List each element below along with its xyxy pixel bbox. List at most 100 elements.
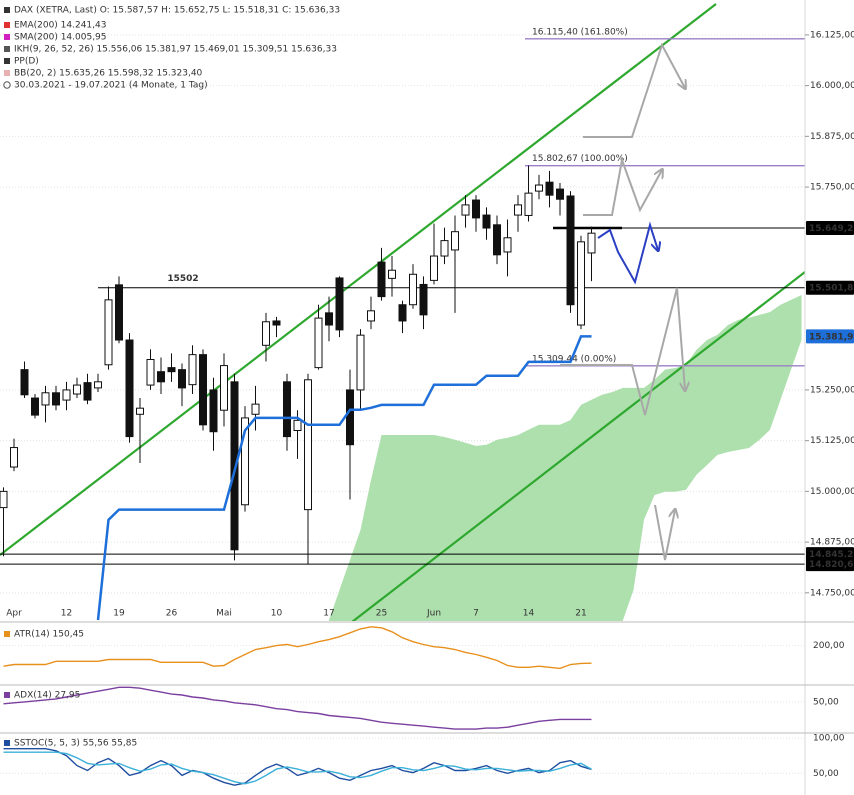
candle-body (577, 241, 585, 326)
y-tick-label: 15.750,00 (810, 183, 854, 193)
candle-body (52, 392, 60, 406)
candle-body (220, 365, 228, 411)
candle-body (356, 334, 365, 391)
candle-body (524, 192, 533, 216)
info-text: EMA(200) 14.241,43 (14, 21, 106, 31)
info-text: 30.03.2021 - 19.07.2021 (4 Monate, 1 Tag… (14, 81, 208, 91)
info-icon (4, 58, 10, 64)
channel-upper (0, 3, 717, 556)
level-badge-label: 15.501,84 (809, 284, 854, 294)
info-icon (4, 7, 10, 13)
candle-body (20, 369, 29, 396)
arrow (583, 42, 685, 138)
level-badge-label: 14.845,27 (809, 550, 854, 560)
y-tick-label: 15.875,00 (810, 132, 854, 142)
kijun-line (96, 335, 592, 621)
indicator-line (3, 751, 592, 785)
arrow (560, 287, 685, 416)
level-badge (806, 280, 854, 295)
y-tick-label: 14.750,00 (810, 588, 854, 598)
info-text: DAX (XETRA, Last) O: 15.587,57 H: 15.652… (14, 6, 340, 16)
candle-body (545, 181, 554, 196)
candle-body (472, 199, 480, 219)
level-annotation: 15502 (167, 274, 198, 284)
info-text: BB(20, 2) 15.635,26 15.598,32 15.323,40 (14, 69, 203, 79)
candle-body (304, 379, 312, 511)
y-tick-label: 15.250,00 (810, 385, 854, 395)
candle-body (325, 312, 333, 326)
y-tick-label: 16.125,00 (810, 30, 854, 40)
x-tick-label: 14 (523, 609, 535, 619)
candle-body (251, 403, 260, 415)
level-badge-label: 15.381,97 (809, 332, 854, 342)
candle-body (556, 188, 564, 200)
candle-body (388, 269, 396, 279)
candle-body (62, 389, 71, 401)
candle-body (482, 214, 491, 229)
candle-body (31, 397, 39, 416)
candle-body (346, 389, 354, 446)
info-icon (4, 34, 10, 40)
y-tick-label: 15.125,00 (810, 436, 854, 446)
candle-body (451, 231, 459, 251)
arrow (583, 156, 662, 216)
fib-label: 16.115,40 (161.80%) (532, 27, 628, 37)
candle-body (335, 277, 344, 331)
candle-body (230, 381, 239, 551)
level-badge (806, 329, 854, 344)
y-tick-label: 50,00 (813, 697, 839, 707)
x-tick-label: Jun (426, 609, 441, 619)
panel-icon (4, 692, 10, 698)
info-icon (4, 22, 10, 28)
info-icon (4, 46, 10, 52)
candle-body (115, 284, 123, 341)
candle-body (535, 184, 543, 192)
x-tick-label: Apr (6, 609, 22, 619)
candle-body (146, 359, 155, 386)
info-icon (4, 70, 10, 76)
candle-body (241, 417, 249, 506)
candle-body (514, 204, 522, 216)
candle-body (430, 255, 438, 281)
candle-body (293, 419, 302, 432)
panel-icon (4, 740, 10, 746)
panel-title: SSTOC(5, 5, 3) 55,56 55,85 (14, 739, 137, 749)
levels: 16.115,40 (161.80%) 15.802,67 (100.00%) 15… (0, 27, 805, 565)
level-badge-label: 15.649,22 (809, 224, 854, 234)
candle-body (398, 304, 407, 322)
candle-body (377, 261, 386, 298)
candle-body (566, 195, 575, 306)
axis-background (805, 0, 854, 795)
info-text: IKH(9, 26, 52, 26) 15.556,06 15.381,97 1… (14, 45, 337, 55)
candle-body (493, 224, 501, 256)
candle-body (41, 392, 50, 406)
level-badge (806, 220, 854, 235)
info-text: SMA(200) 14.005,95 (14, 33, 107, 43)
x-tick-label: Mai (216, 609, 232, 619)
info-legend: DAX (XETRA, Last) O: 15.587,57 H: 15.652… (3, 6, 340, 749)
sub-panels (3, 626, 592, 786)
candle-body (178, 369, 186, 389)
scenario-arrows (560, 42, 685, 561)
candle-body (104, 299, 113, 366)
panel-title: ADX(14) 27,95 (14, 691, 80, 701)
candle-body (199, 354, 207, 426)
candle-body (10, 447, 18, 468)
x-tick-label: 7 (473, 609, 479, 619)
indicator-lines (96, 335, 592, 621)
x-tick-label: 17 (323, 609, 334, 619)
arrow (654, 504, 675, 561)
candle-body (209, 389, 218, 433)
y-tick-label: 16.000,00 (810, 81, 854, 91)
level-badge-label: 14.820,65 (809, 560, 854, 570)
candle-body (262, 321, 270, 346)
candle-body (587, 232, 596, 254)
x-tick-label: 19 (113, 609, 125, 619)
candle-body (157, 371, 165, 383)
candle-body (461, 204, 470, 216)
panel-title: ATR(14) 150,45 (14, 630, 84, 640)
candle-body (167, 367, 176, 373)
candles (0, 165, 596, 565)
x-tick-label: 26 (166, 609, 178, 619)
